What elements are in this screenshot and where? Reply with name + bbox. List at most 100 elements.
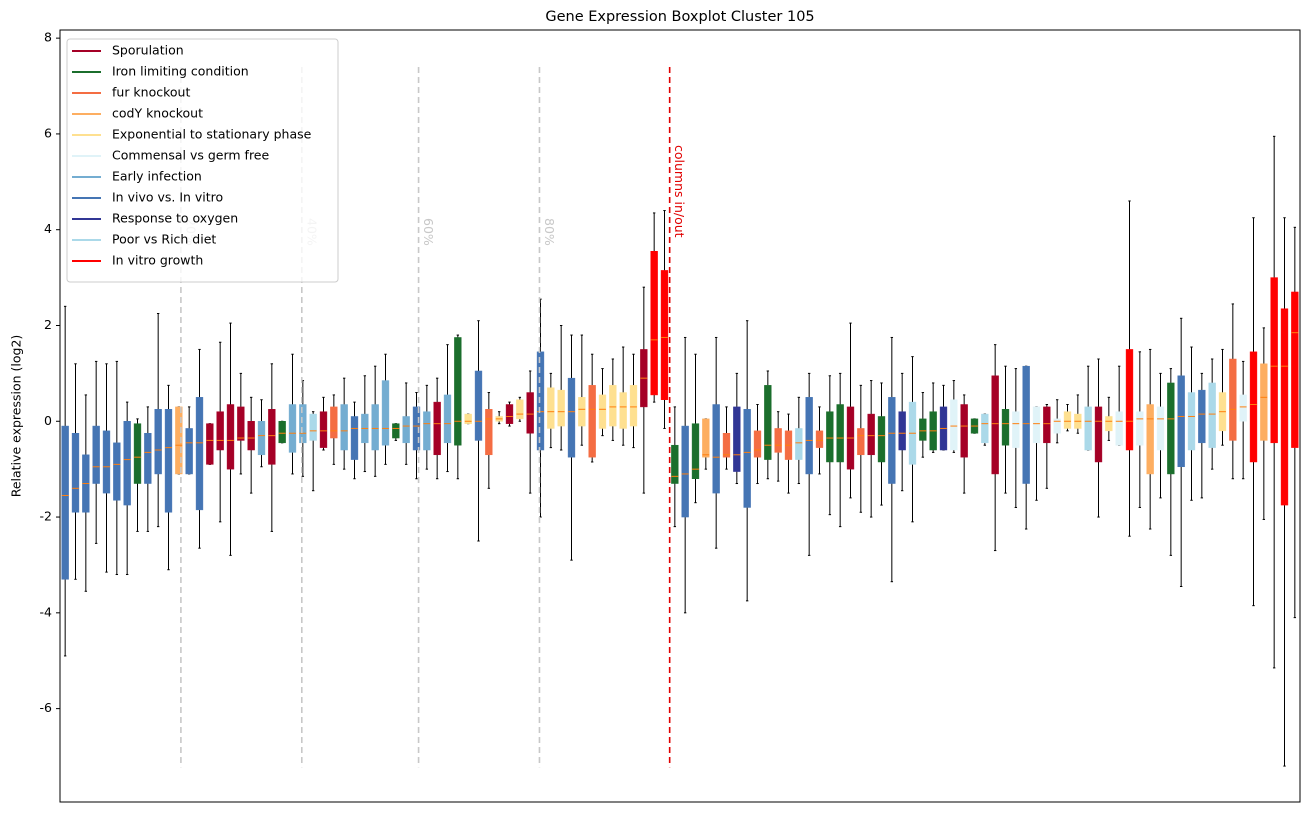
box	[960, 394, 968, 494]
box	[970, 418, 979, 434]
box	[919, 392, 927, 458]
box-body	[433, 401, 441, 456]
box-body	[795, 428, 803, 460]
box-body	[195, 397, 204, 511]
box-body	[247, 421, 255, 451]
box	[299, 380, 307, 477]
box-body	[991, 375, 999, 475]
box-body	[1022, 365, 1030, 484]
box-body	[485, 409, 493, 456]
box	[516, 396, 524, 422]
box	[733, 372, 741, 485]
box	[743, 320, 751, 602]
box-body	[102, 430, 111, 494]
box-body	[268, 409, 276, 465]
box	[1239, 360, 1247, 480]
box-body	[1198, 389, 1206, 444]
box	[1136, 351, 1144, 508]
box	[1084, 365, 1092, 451]
box-body	[226, 404, 235, 470]
box	[71, 363, 80, 580]
box	[681, 336, 689, 614]
box-body	[154, 409, 162, 475]
box-body	[1249, 351, 1258, 463]
box-body	[557, 389, 565, 427]
box-body	[919, 418, 927, 441]
box	[939, 384, 948, 451]
box	[877, 382, 886, 506]
box-body	[691, 423, 700, 479]
box-body	[888, 397, 896, 484]
box	[1291, 226, 1299, 619]
box-body	[712, 404, 720, 494]
box	[1208, 358, 1216, 470]
box	[226, 322, 235, 556]
reference-line-label: 60%	[421, 218, 436, 246]
box-body	[1115, 411, 1123, 446]
box	[133, 418, 142, 532]
box-body	[474, 370, 483, 441]
box-body	[505, 404, 514, 424]
box	[1063, 404, 1072, 432]
box-body	[1156, 406, 1165, 451]
box	[547, 372, 555, 449]
box-body	[650, 251, 658, 396]
box	[929, 382, 937, 453]
box	[536, 298, 545, 518]
legend-label: Exponential to stationary phase	[112, 127, 312, 142]
box-body	[175, 406, 183, 475]
legend-label: Iron limiting condition	[112, 64, 249, 79]
box-body	[371, 404, 379, 451]
legend-label: Commensal vs germ free	[112, 148, 269, 163]
box	[1012, 368, 1020, 508]
box	[691, 353, 700, 504]
box	[846, 322, 855, 499]
box	[774, 411, 782, 482]
box	[557, 324, 565, 451]
box	[567, 334, 576, 561]
box-body	[867, 413, 875, 456]
box	[350, 401, 359, 480]
box-body	[588, 385, 596, 458]
box	[888, 336, 896, 583]
box-body	[402, 416, 410, 444]
y-tick-label: 8	[44, 30, 52, 45]
box-body	[1146, 404, 1154, 475]
box	[340, 377, 348, 470]
box	[1177, 317, 1185, 587]
box-body	[1094, 406, 1103, 463]
box	[61, 305, 69, 657]
box-body	[826, 411, 834, 463]
box-body	[516, 399, 524, 420]
box	[702, 418, 710, 470]
box	[371, 365, 379, 477]
legend: Sporulation Iron limiting condition fur kn…	[66, 38, 339, 283]
box	[640, 286, 648, 494]
box	[857, 384, 865, 513]
box	[578, 334, 586, 446]
y-tick-label: -4	[40, 604, 53, 619]
box	[361, 375, 369, 473]
reference-line-label: columns in/out	[672, 145, 687, 238]
box-body	[660, 270, 669, 400]
box-body	[423, 411, 431, 451]
box	[1146, 348, 1154, 530]
box	[485, 392, 493, 489]
box-body	[815, 430, 824, 448]
box-body	[206, 423, 214, 465]
y-tick-label: -2	[40, 509, 52, 524]
boxes	[61, 135, 1299, 767]
box-body	[1105, 416, 1113, 432]
box	[660, 210, 669, 429]
box-body	[1229, 358, 1237, 441]
box-body	[836, 404, 844, 463]
box	[1249, 217, 1258, 607]
box	[278, 420, 286, 444]
box	[784, 413, 793, 494]
box	[195, 348, 204, 549]
box	[1094, 358, 1103, 518]
box	[206, 423, 214, 465]
box	[216, 341, 224, 523]
box	[671, 406, 679, 528]
legend-label: codY knockout	[112, 106, 203, 121]
